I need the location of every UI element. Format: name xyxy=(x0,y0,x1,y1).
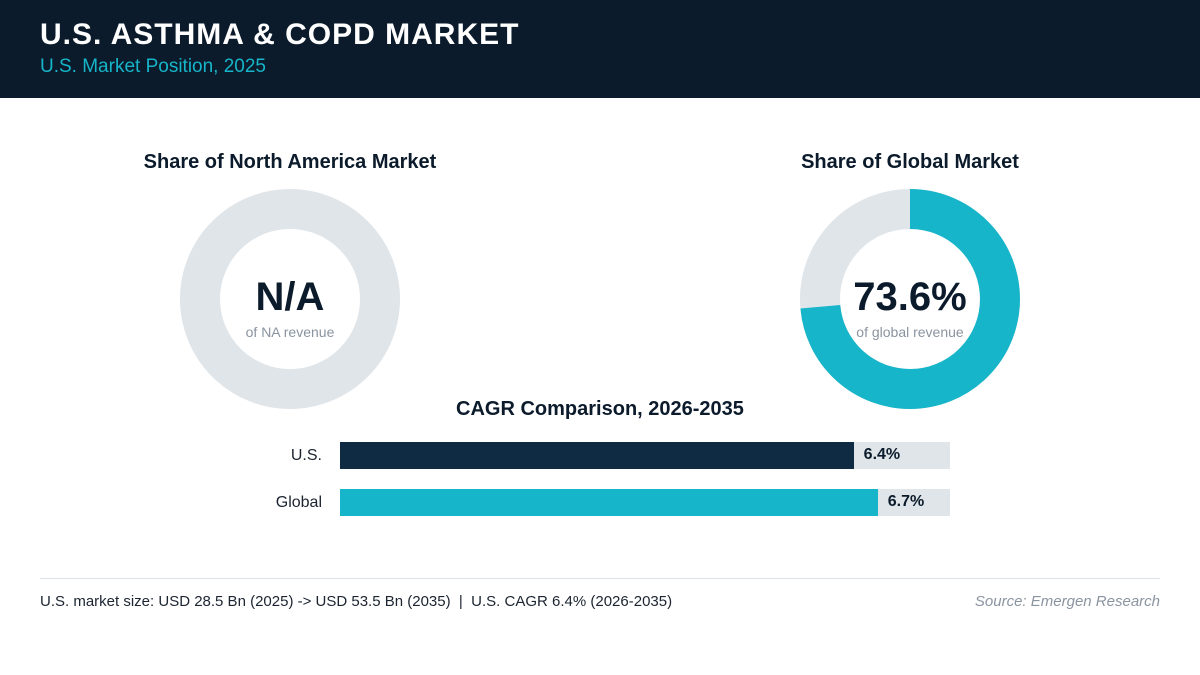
source-credit: Source: Emergen Research xyxy=(974,593,1160,610)
global-share-value: 73.6% xyxy=(853,275,967,319)
na-donut-track xyxy=(180,189,400,409)
global-share-label: of global revenue xyxy=(856,324,964,340)
global-share-title: Share of Global Market xyxy=(801,151,1019,173)
na-share-label: of NA revenue xyxy=(245,324,335,340)
footer-divider xyxy=(40,578,1160,579)
na-share-donut xyxy=(180,189,400,409)
bar-label-global: Global xyxy=(275,494,322,511)
bar-track-global: 6.7% xyxy=(340,489,950,516)
cagr-title: CAGR Comparison, 2026-2035 xyxy=(456,398,744,420)
na-share-title: Share of North America Market xyxy=(143,151,437,173)
page-title: U.S. ASTHMA & COPD MARKET xyxy=(40,18,520,51)
bar-track-us: 6.4% xyxy=(340,442,950,469)
bar-global xyxy=(340,489,878,516)
global-donut-slice xyxy=(800,189,1020,409)
na-share-value: N/A xyxy=(255,275,325,319)
global-share-donut xyxy=(800,189,1020,409)
bar-us xyxy=(340,442,854,469)
page-subtitle: U.S. Market Position, 2025 xyxy=(40,56,266,77)
bar-value-global: 6.7% xyxy=(887,493,925,510)
bar-value-us: 6.4% xyxy=(863,446,901,463)
bar-label-us: U.S. xyxy=(290,447,322,464)
header-banner: U.S. ASTHMA & COPD MARKET U.S. Market Po… xyxy=(0,0,1200,98)
footer-note: U.S. market size: USD 28.5 Bn (2025) -> … xyxy=(40,593,673,610)
